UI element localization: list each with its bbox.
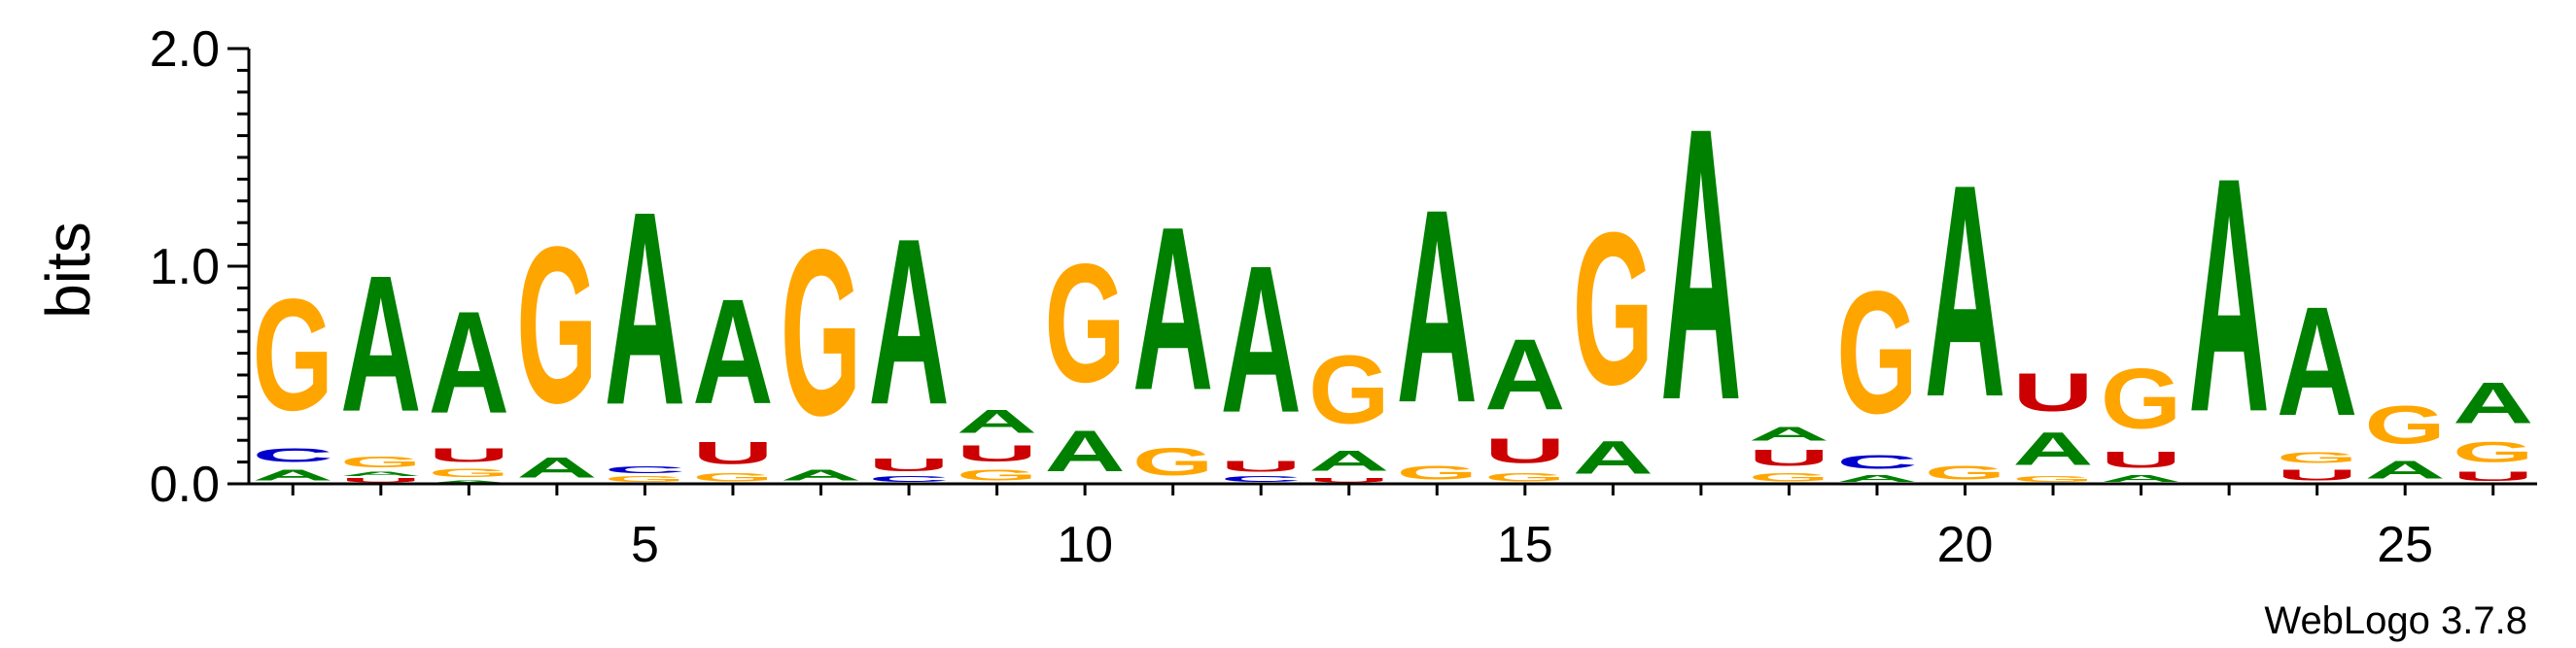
logo-letter-a: A xyxy=(429,282,509,444)
logo-letter-u: U xyxy=(2277,466,2357,484)
logo-letter-g: G xyxy=(340,454,421,471)
logo-letter-g: G xyxy=(2365,395,2446,456)
logo-letter-a: A xyxy=(605,154,685,462)
logo-letter-a: A xyxy=(2365,456,2446,484)
logo-letter-u: U xyxy=(692,435,773,470)
logo-letter-a: A xyxy=(2101,473,2181,484)
logo-letter-g: G xyxy=(1132,441,1213,485)
logo-letter-g: G xyxy=(429,466,509,479)
logo-letter-g: G xyxy=(516,201,597,450)
logo-letter-a: A xyxy=(781,466,861,484)
logo-letter-g: G xyxy=(1044,228,1125,418)
logo-letter-a: A xyxy=(1836,473,1917,484)
y-tick-label: 0.0 xyxy=(150,457,220,513)
logo-letter-a: A xyxy=(1925,120,2005,460)
x-tick-label: 5 xyxy=(631,517,659,573)
logo-letter-g: G xyxy=(1573,188,1654,430)
logo-letter-a: A xyxy=(2277,274,2357,448)
logo-letter-g: G xyxy=(957,466,1037,484)
logo-letter-g: G xyxy=(1484,471,1565,484)
logo-letter-a: A xyxy=(1308,445,1389,477)
y-tick-label: 1.0 xyxy=(150,239,220,295)
logo-letter-a: A xyxy=(516,451,597,483)
logo-letter-u: U xyxy=(1308,477,1389,484)
logo-letter-g: G xyxy=(2453,436,2533,469)
logo-letter-u: U xyxy=(1484,432,1565,471)
logo-letter-g: G xyxy=(781,199,861,464)
logo-letter-u: U xyxy=(2453,468,2533,484)
logo-letter-g: G xyxy=(605,475,685,484)
logo-letter-g: G xyxy=(692,471,773,484)
logo-letter-u: U xyxy=(340,477,421,484)
weblogo-credit: WebLogo 3.7.8 xyxy=(2264,599,2527,642)
logo-letter-c: C xyxy=(1221,475,1302,484)
y-axis: 0.0 1.0 2.0 xyxy=(150,21,251,513)
logo-letter-c: C xyxy=(868,475,949,484)
logo-letter-g: G xyxy=(1397,462,1478,484)
logo-letter-g: G xyxy=(2101,351,2181,447)
logo-letter-a: A xyxy=(1660,49,1741,482)
logo-letter-g: G xyxy=(1308,335,1389,444)
logo-letter-a: A xyxy=(429,480,509,484)
x-axis: 5 10 15 20 25 xyxy=(249,482,2537,573)
logo-letter-g: G xyxy=(253,267,333,444)
logo-letter-a: A xyxy=(340,234,421,452)
logo-letter-a: A xyxy=(1484,320,1565,432)
logo-letter-u: U xyxy=(429,445,509,466)
logo-letter-a: A xyxy=(1221,222,1302,457)
logo-letter-g: G xyxy=(1836,256,1917,451)
logo-letter-u: U xyxy=(868,456,949,475)
logo-letter-g: G xyxy=(2277,449,2357,466)
logo-letter-a: A xyxy=(2188,110,2269,482)
logo-letter-a: A xyxy=(1573,431,1654,484)
y-axis-label: bits xyxy=(33,222,103,319)
logo-letter-g: G xyxy=(2012,475,2093,484)
x-tick-label: 10 xyxy=(1057,517,1113,573)
logo-letter-a: A xyxy=(2453,371,2533,436)
x-tick-label: 20 xyxy=(1937,517,1994,573)
logo-letter-a: A xyxy=(1397,152,1478,460)
logo-letter-u: U xyxy=(957,440,1037,466)
logo-letter-a: A xyxy=(1749,423,1829,444)
logo-letter-a: A xyxy=(868,189,949,454)
x-tick-label: 15 xyxy=(1497,517,1553,573)
logo-letter-u: U xyxy=(2012,362,2093,423)
x-tick-label: 25 xyxy=(2377,517,2433,573)
logo-letter-u: U xyxy=(2101,447,2181,473)
logo-letter-a: A xyxy=(1132,179,1213,439)
logo-letter-c: C xyxy=(253,445,333,466)
logo-letter-g: G xyxy=(1749,471,1829,484)
logo-letter-g: G xyxy=(1925,462,2005,484)
logo-letter-a: A xyxy=(340,471,421,478)
logo-letter-a: A xyxy=(2012,423,2093,475)
logo-letter-c: C xyxy=(1836,451,1917,472)
logo-letter-a: A xyxy=(253,466,333,484)
logo-letter-u: U xyxy=(1221,458,1302,475)
logo-letter-u: U xyxy=(1749,445,1829,471)
logo-letter-a: A xyxy=(957,403,1037,440)
logo-letter-c: C xyxy=(605,464,685,475)
logo-letter-a: A xyxy=(692,268,773,435)
y-tick-label: 2.0 xyxy=(150,21,220,78)
logo-letter-a: A xyxy=(1044,419,1125,484)
